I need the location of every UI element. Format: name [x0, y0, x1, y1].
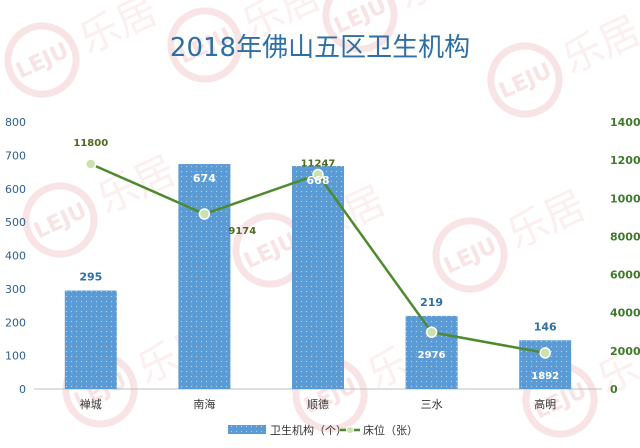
legend-label-line: 床位（张） — [363, 423, 418, 437]
axes: 0100200300400500600700800020004000600080… — [5, 116, 640, 411]
line-point — [312, 168, 324, 181]
line-point — [198, 208, 211, 220]
y-left-tick-label: 700 — [5, 149, 26, 162]
x-tick-label: 三水 — [421, 398, 443, 411]
svg-text:LEJU: LEJU — [495, 58, 556, 104]
legend-label-bar: 卫生机构（个） — [270, 423, 347, 437]
svg-text:LEJU: LEJU — [30, 198, 91, 244]
svg-text:LEJU: LEJU — [440, 233, 501, 279]
chart-title: 2018年佛山五区卫生机构 — [170, 33, 470, 63]
line-data-label: 11800 — [73, 138, 108, 149]
y-left-tick-label: 500 — [5, 216, 26, 229]
line-point — [425, 326, 438, 338]
watermark-text: 乐居 — [73, 0, 165, 63]
watermark-text: 乐居 — [391, 0, 483, 18]
bar — [292, 166, 344, 389]
bar-data-label: 146 — [534, 320, 557, 333]
x-tick-label: 顺德 — [307, 397, 329, 411]
y-right-tick-label: 4000 — [610, 307, 640, 320]
y-left-tick-label: 100 — [5, 350, 26, 363]
y-right-tick-label: 14000 — [610, 116, 640, 129]
line-point — [85, 158, 97, 170]
y-right-tick-label: 2000 — [610, 345, 640, 358]
line-series — [85, 158, 551, 359]
data-labels: 295 674 668 219 146 11800 9174 11247 2976 1892 — [73, 138, 559, 382]
y-right-tick-label: 8000 — [610, 230, 640, 243]
y-left-tick-label: 800 — [5, 116, 26, 129]
legend-swatch-bar — [228, 425, 266, 434]
y-left-tick-label: 400 — [5, 250, 26, 263]
y-right-tick-label: 0 — [610, 383, 618, 396]
bar-data-label: 668 — [307, 174, 330, 187]
legend-swatch-point — [346, 426, 354, 434]
bar-data-label: 219 — [420, 296, 443, 309]
line-point — [539, 347, 551, 359]
bar-data-label: 674 — [193, 172, 216, 185]
line-data-label: 9174 — [228, 226, 256, 237]
y-right-tick-label: 12000 — [610, 154, 640, 167]
x-tick-label: 南海 — [193, 397, 215, 411]
x-tick-label: 禅城 — [80, 397, 102, 411]
bar-series — [64, 164, 572, 389]
bar-data-label: 295 — [79, 271, 102, 284]
svg-text:LEJU: LEJU — [12, 38, 73, 84]
line-data-label: 1892 — [531, 371, 559, 382]
legend: 卫生机构（个） 床位（张） — [228, 423, 418, 437]
y-left-tick-label: 200 — [5, 316, 26, 329]
y-left-tick-label: 0 — [19, 383, 26, 396]
y-right-tick-label: 6000 — [610, 269, 640, 282]
line-data-label: 11247 — [301, 159, 336, 170]
y-right-tick-label: 10000 — [610, 192, 640, 205]
bar — [64, 290, 117, 389]
y-left-tick-label: 300 — [5, 283, 26, 296]
watermark-text: 乐居 — [501, 183, 593, 258]
y-left-tick-label: 600 — [5, 183, 26, 196]
bar — [178, 164, 231, 389]
x-tick-label: 高明 — [534, 397, 556, 411]
watermark-text: 乐居 — [556, 8, 640, 83]
line-data-label: 2976 — [418, 350, 446, 361]
